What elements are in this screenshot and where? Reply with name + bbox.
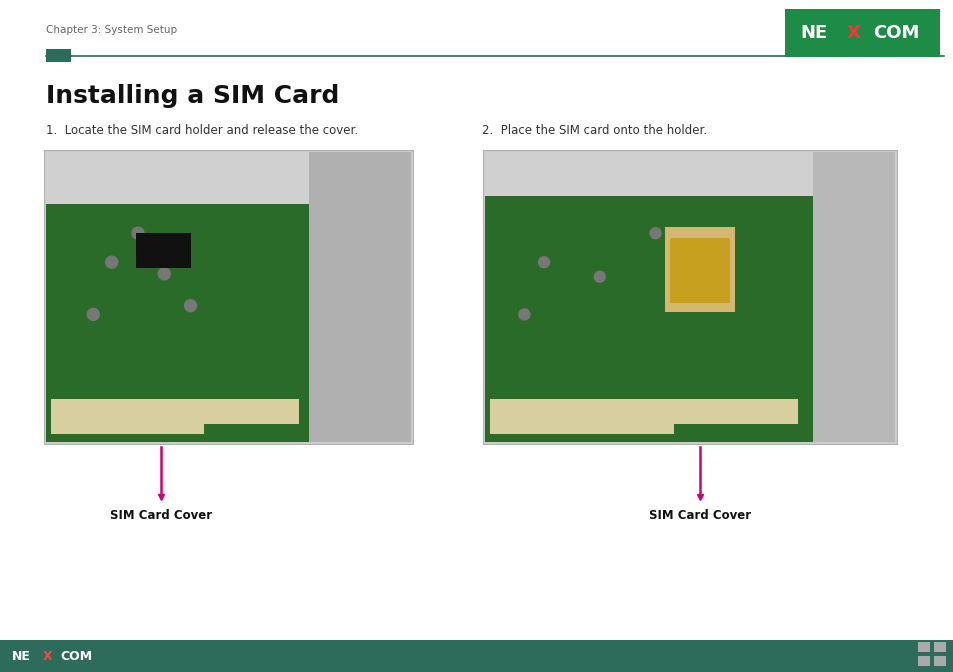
Text: SIM Card Cover: SIM Card Cover: [648, 509, 750, 522]
Bar: [484, 152, 812, 196]
Bar: [136, 233, 191, 268]
Bar: [46, 49, 71, 62]
Text: Installing a SIM Card: Installing a SIM Card: [46, 84, 339, 108]
Circle shape: [676, 277, 686, 288]
Bar: [490, 422, 674, 434]
Bar: [812, 152, 894, 442]
Circle shape: [132, 227, 144, 239]
Text: Chapter 3: System Setup: Chapter 3: System Setup: [46, 25, 177, 35]
Bar: [46, 152, 309, 204]
Bar: [482, 150, 896, 444]
Bar: [917, 642, 929, 652]
Bar: [664, 226, 734, 312]
Text: X: X: [43, 650, 52, 663]
Bar: [309, 152, 411, 442]
Circle shape: [88, 308, 99, 321]
Bar: [490, 399, 797, 424]
Text: NE: NE: [800, 24, 826, 42]
Bar: [51, 399, 299, 424]
Text: COM: COM: [60, 650, 92, 663]
Text: X: X: [846, 24, 860, 42]
Text: 1.  Locate the SIM card holder and release the cover.: 1. Locate the SIM card holder and releas…: [46, 124, 357, 137]
Bar: [0, 640, 953, 672]
Circle shape: [184, 300, 196, 312]
Circle shape: [158, 268, 170, 280]
Bar: [44, 150, 413, 444]
Bar: [917, 656, 929, 666]
Bar: [51, 422, 204, 434]
Text: SIM Card Cover: SIM Card Cover: [110, 509, 212, 522]
Circle shape: [594, 271, 604, 282]
Bar: [669, 238, 729, 303]
Text: NE: NE: [12, 650, 30, 663]
Bar: [933, 642, 945, 652]
Circle shape: [518, 309, 529, 320]
Text: 2.  Place the SIM card onto the holder.: 2. Place the SIM card onto the holder.: [481, 124, 706, 137]
Circle shape: [538, 257, 549, 267]
Bar: [933, 656, 945, 666]
Bar: [484, 152, 812, 442]
Text: COM: COM: [872, 24, 919, 42]
Bar: [784, 9, 939, 57]
Bar: [46, 152, 309, 442]
Circle shape: [649, 228, 660, 239]
Circle shape: [106, 256, 117, 268]
